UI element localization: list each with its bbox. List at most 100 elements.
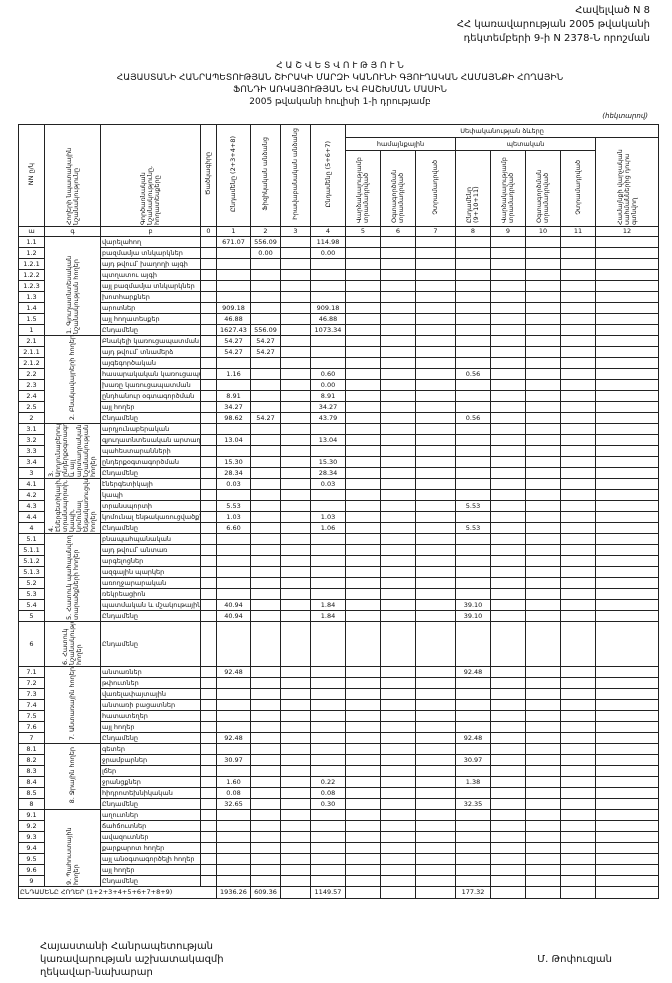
value-cell	[490, 478, 526, 490]
value-cell	[490, 875, 526, 887]
value-cell	[250, 291, 281, 303]
value-cell	[560, 258, 596, 270]
value-cell	[594, 291, 660, 303]
value-cell	[380, 710, 416, 722]
value-cell	[560, 291, 596, 303]
value-cell	[345, 258, 381, 270]
value-cell	[216, 258, 251, 270]
value-cell	[525, 522, 561, 534]
value-cell	[415, 588, 456, 600]
value-cell	[280, 820, 311, 832]
value-cell	[345, 555, 381, 567]
group-label: 9. Պահուստային հողեր	[44, 809, 101, 887]
value-cell	[216, 577, 251, 589]
value-cell	[250, 677, 281, 689]
value-cell	[310, 743, 346, 755]
row-number: 7	[18, 732, 45, 744]
value-cell	[200, 445, 217, 457]
row-number: 1.1	[18, 236, 45, 248]
value-cell	[594, 280, 660, 292]
table-row: 7.1 7. Անտառային հողեր անտառներ 92.48 92.48	[18, 666, 660, 744]
value-cell	[380, 544, 416, 556]
value-cell	[594, 544, 660, 556]
value-cell	[490, 236, 526, 248]
group-label-text: 4. Էներգետիկայի, տրանսպորտի, կապի, կոմու…	[47, 478, 97, 532]
value-cell	[216, 291, 251, 303]
value-cell	[280, 280, 311, 292]
column-number: բ	[100, 226, 201, 237]
value-cell	[525, 555, 561, 567]
value-cell	[216, 280, 251, 292]
value-cell	[525, 412, 561, 424]
column-header: Ծածկագիրը	[200, 124, 217, 227]
row-number: 2.1	[18, 335, 45, 347]
value-cell	[250, 787, 281, 799]
value-cell: 5.53	[455, 500, 491, 512]
value-cell: 1.16	[216, 368, 251, 380]
row-number: 7.6	[18, 721, 45, 733]
value-cell	[216, 842, 251, 854]
value-cell	[594, 621, 660, 667]
row-name: պահեստարանների	[100, 445, 201, 457]
value-cell	[380, 599, 416, 611]
value-cell	[594, 699, 660, 711]
value-cell	[455, 247, 491, 259]
row-number: 2.4	[18, 390, 45, 402]
value-cell	[525, 566, 561, 578]
value-cell	[594, 324, 660, 336]
value-cell	[200, 842, 217, 854]
column-number: 3	[280, 226, 311, 237]
column-number: 2	[250, 226, 281, 237]
value-cell	[525, 776, 561, 788]
column-header-text: Օգտագործման տրամադրված	[390, 169, 405, 223]
value-cell	[490, 677, 526, 689]
value-cell	[415, 864, 456, 876]
table-row: 2 Ընդամենը 98.62 54.27 43.79 0.56	[18, 412, 660, 424]
value-cell	[250, 533, 281, 545]
table-row: 9.4 քարքարոտ հողեր	[18, 842, 660, 854]
value-cell	[560, 831, 596, 843]
column-header-text: Ծածկագիրը	[204, 152, 212, 196]
value-cell	[280, 886, 311, 899]
value-cell	[216, 721, 251, 733]
value-cell	[380, 754, 416, 766]
value-cell	[380, 798, 416, 810]
value-cell	[490, 688, 526, 700]
value-cell	[594, 412, 660, 424]
row-name: ազգային պարկեր	[100, 566, 201, 578]
value-cell	[200, 247, 217, 259]
value-cell	[250, 666, 281, 678]
value-cell	[415, 666, 456, 678]
value-cell	[560, 820, 596, 832]
row-name: կոմունալ ենթակառուցվածքների	[100, 511, 201, 523]
column-header: Ընդամենը (2+3+4+8)	[216, 124, 251, 227]
header-row: Վարձակալությամբ տրամադրված Օգտագործման տր…	[19, 150, 659, 227]
value-cell	[216, 588, 251, 600]
row-name: բազմամյա տնկարկներ	[100, 247, 201, 259]
value-cell	[280, 522, 311, 534]
value-cell	[380, 489, 416, 501]
table-row: 8.1 8. Ջրային հողեր գետեր	[18, 743, 660, 810]
value-cell	[455, 302, 491, 314]
value-cell	[250, 754, 281, 766]
value-cell	[415, 335, 456, 347]
table-row: 9.6 այլ հողեր	[18, 864, 660, 876]
header-row: NN ը/կ Հողերի նպատակային նշանակությունը Գո…	[18, 124, 660, 227]
value-cell: 0.03	[216, 478, 251, 490]
value-cell	[200, 831, 217, 843]
value-cell	[200, 313, 217, 325]
value-cell: 0.08	[310, 787, 346, 799]
value-cell	[280, 610, 311, 622]
row-name: վարելահող	[100, 236, 201, 248]
value-cell	[380, 379, 416, 391]
value-cell	[560, 346, 596, 358]
value-cell	[525, 489, 561, 501]
value-cell	[560, 754, 596, 766]
value-cell	[490, 335, 526, 347]
value-cell	[560, 566, 596, 578]
row-number: 2	[18, 412, 45, 424]
row-name: Ընդամենը	[100, 610, 201, 622]
value-cell	[525, 831, 561, 843]
value-cell	[560, 677, 596, 689]
value-cell	[594, 610, 660, 622]
